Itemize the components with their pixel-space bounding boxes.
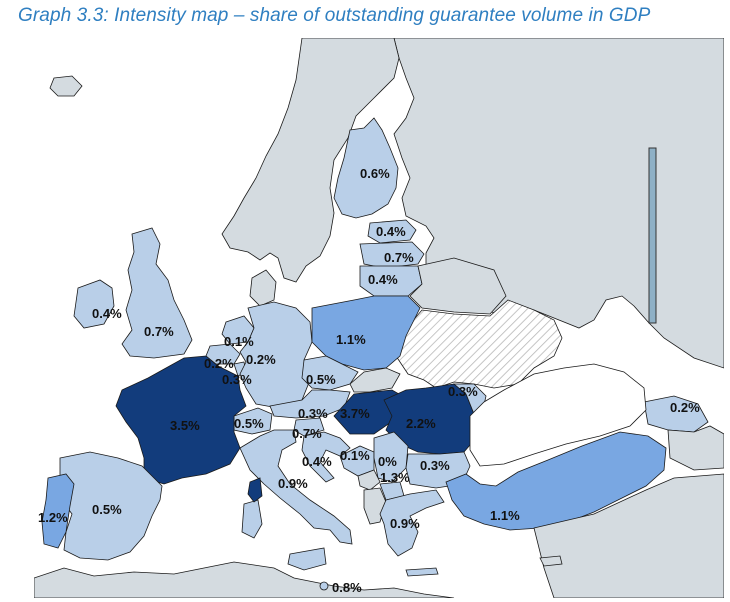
label-estonia: 0.4% (376, 224, 406, 239)
country-slovakia (349, 367, 401, 393)
label-hungary: 3.7% (340, 406, 370, 421)
label-portugal: 1.2% (38, 510, 68, 525)
country-spain (59, 451, 163, 561)
country-france (115, 355, 247, 485)
label-georgia: 0.2% (670, 400, 700, 415)
label-croatia: 0.4% (302, 454, 332, 469)
label-turkey: 1.1% (490, 508, 520, 523)
label-latvia: 0.7% (384, 250, 414, 265)
country-slovenia (293, 417, 325, 437)
country-finland (333, 117, 399, 219)
label-slovenia: 0.7% (292, 426, 322, 441)
country-uk (121, 227, 193, 359)
label-uk: 0.7% (144, 324, 174, 339)
country-turkey (445, 431, 667, 531)
label-switzerland: 0.5% (234, 416, 264, 431)
label-serbia: 0% (378, 454, 397, 469)
label-poland: 1.1% (336, 332, 366, 347)
label-italy: 0.9% (278, 476, 308, 491)
region-middle-east (533, 473, 724, 598)
country-caucasus (667, 425, 724, 471)
label-ireland: 0.4% (92, 306, 122, 321)
label-malta: 0.8% (332, 580, 362, 595)
island-sicily (287, 547, 327, 571)
vertical-marker-bar (648, 147, 657, 324)
island-cyprus (539, 555, 563, 567)
label-bulgaria: 0.3% (420, 458, 450, 473)
label-france: 3.5% (170, 418, 200, 433)
label-spain: 0.5% (92, 502, 122, 517)
country-estonia (367, 219, 417, 244)
country-ireland (73, 279, 115, 329)
label-macedonia: 1.3% (380, 470, 410, 485)
country-ukraine (395, 299, 563, 389)
country-latvia (359, 241, 425, 269)
label-luxembourg: 0.3% (222, 372, 252, 387)
country-belarus (409, 257, 507, 315)
label-austria: 0.3% (298, 406, 328, 421)
country-georgia (643, 395, 709, 433)
island-corsica (247, 477, 263, 503)
country-austria (269, 389, 351, 419)
graph-title: Graph 3.3: Intensity map – share of outs… (18, 5, 651, 26)
country-portugal (41, 473, 75, 549)
label-greece: 0.9% (390, 516, 420, 531)
country-italy (239, 429, 353, 545)
label-romania: 2.2% (406, 416, 436, 431)
country-montenegro (357, 469, 381, 491)
label-finland: 0.6% (360, 166, 390, 181)
label-germany: 0.2% (246, 352, 276, 367)
europe-map-svg: 0.4% 0.7% 0.1% 0.2% 0.3% 0.2% 1.1% 0.5% … (34, 38, 724, 598)
label-bosnia: 0.1% (340, 448, 370, 463)
label-czechia: 0.5% (306, 372, 336, 387)
label-netherlands: 0.1% (224, 334, 254, 349)
region-north-africa (34, 561, 455, 598)
country-iceland (49, 75, 83, 97)
island-malta (319, 581, 329, 591)
island-crete (405, 567, 439, 577)
country-scandinavia (221, 38, 400, 283)
country-croatia (301, 431, 351, 483)
country-greece (379, 489, 445, 557)
country-serbia (373, 431, 409, 483)
black-sea (469, 363, 647, 467)
intensity-map: 0.4% 0.7% 0.1% 0.2% 0.3% 0.2% 1.1% 0.5% … (34, 38, 724, 598)
label-lithuania: 0.4% (368, 272, 398, 287)
country-denmark (249, 269, 277, 307)
label-belgium: 0.2% (204, 356, 234, 371)
label-moldova: 0.3% (448, 384, 478, 399)
